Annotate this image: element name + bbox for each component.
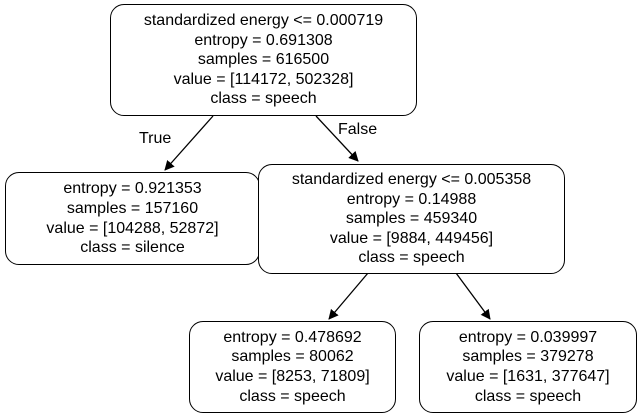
edge-root-to-left	[164, 115, 214, 171]
node-left-value: value = [104288, 52872]	[46, 219, 219, 237]
node-root-value: value = [114172, 502328]	[173, 70, 354, 88]
node-right-class: class = speech	[358, 249, 465, 267]
node-right-right-class: class = speech	[474, 387, 582, 405]
node-right-left-value: value = [8253, 71809]	[215, 368, 370, 385]
node-left-entropy: entropy = 0.921353	[63, 180, 202, 198]
node-root-samples: samples = 616500	[197, 51, 330, 69]
node-right-right-value: value = [1631, 377647]	[446, 368, 610, 385]
node-root: standardized energy <= 0.000719 entropy …	[110, 4, 417, 116]
edge-right-to-right-left	[328, 272, 369, 320]
node-left-class: class = silence	[80, 239, 185, 257]
node-right-right-samples: samples = 379278	[462, 348, 594, 366]
node-right-entropy: entropy = 0.14988	[346, 190, 477, 208]
node-root-class: class = speech	[210, 90, 317, 108]
edge-label-true: True	[139, 130, 172, 147]
node-right-right-leaf: entropy = 0.039997 samples = 379278 valu…	[419, 321, 637, 413]
node-right-right-entropy: entropy = 0.039997	[458, 328, 598, 346]
node-right-left-class: class = speech	[239, 387, 346, 405]
node-right-split: standardized energy <= 0.005358	[291, 171, 532, 189]
edge-right-to-right-right	[455, 272, 491, 320]
node-right: standardized energy <= 0.005358 entropy …	[258, 164, 565, 274]
node-left-samples: samples = 157160	[66, 199, 199, 217]
node-root-split: standardized energy <= 0.000719	[143, 12, 384, 30]
node-left-leaf: entropy = 0.921353 samples = 157160 valu…	[5, 172, 260, 265]
node-root-entropy: entropy = 0.691308	[194, 31, 333, 49]
edge-label-false: False	[338, 121, 378, 138]
node-right-samples: samples = 459340	[345, 210, 478, 228]
edge-root-to-right	[315, 115, 359, 162]
node-right-value: value = [9884, 449456]	[329, 229, 494, 247]
node-right-left-entropy: entropy = 0.478692	[223, 328, 362, 346]
node-right-left-leaf: entropy = 0.478692 samples = 80062 value…	[189, 321, 396, 413]
node-right-left-samples: samples = 80062	[231, 348, 354, 366]
